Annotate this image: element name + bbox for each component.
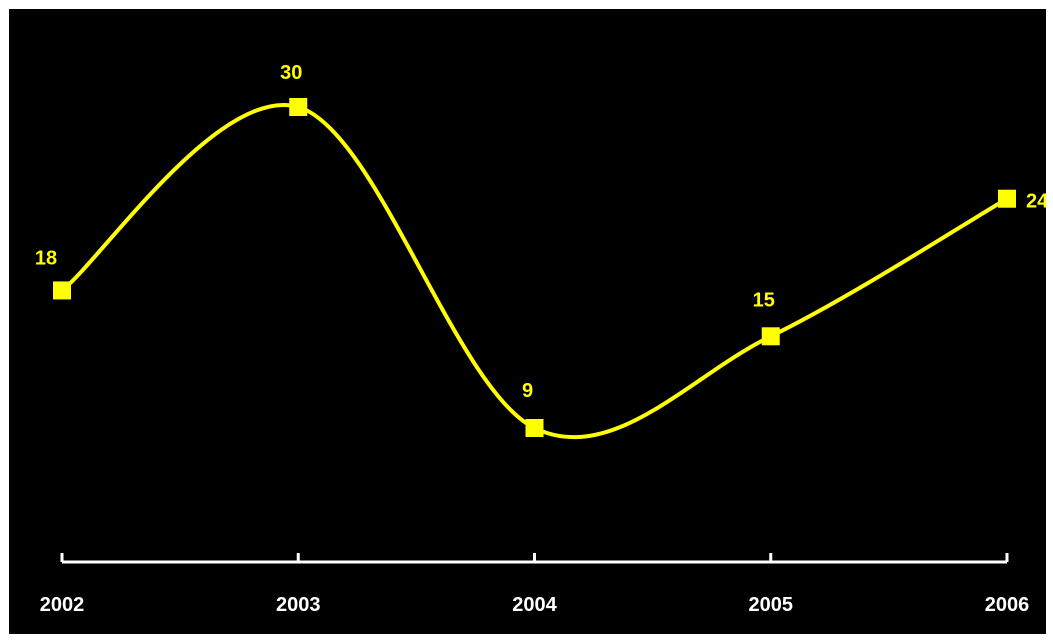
x-tick-label: 2005 (749, 594, 794, 616)
series-line (60, 102, 1009, 440)
x-axis (60, 553, 1009, 564)
marker-group (53, 98, 1016, 437)
data-point-marker (761, 327, 780, 346)
line-chart: 18 30 9 15 24 2002 2003 2004 2005 2006 (35, 62, 1046, 616)
data-point-marker (998, 189, 1016, 208)
data-point-marker (289, 98, 308, 116)
x-tick-label: 2003 (276, 594, 321, 616)
data-point-marker (525, 419, 544, 437)
data-label: 9 (522, 380, 533, 402)
data-label: 30 (280, 62, 302, 84)
x-tick-label: 2004 (512, 594, 557, 616)
tick-label-group: 2002 2003 2004 2005 2006 (40, 594, 1030, 616)
data-label: 24 (1026, 191, 1046, 213)
x-tick-label: 2006 (985, 594, 1030, 616)
series-line-group (60, 102, 1009, 440)
data-point-marker (53, 281, 71, 300)
x-tick-label: 2002 (40, 594, 85, 616)
data-label-group: 18 30 9 15 24 (35, 62, 1046, 402)
data-label: 15 (753, 289, 775, 311)
chart-frame: 18 30 9 15 24 2002 2003 2004 2005 2006 (9, 9, 1046, 634)
data-label: 18 (35, 247, 57, 269)
